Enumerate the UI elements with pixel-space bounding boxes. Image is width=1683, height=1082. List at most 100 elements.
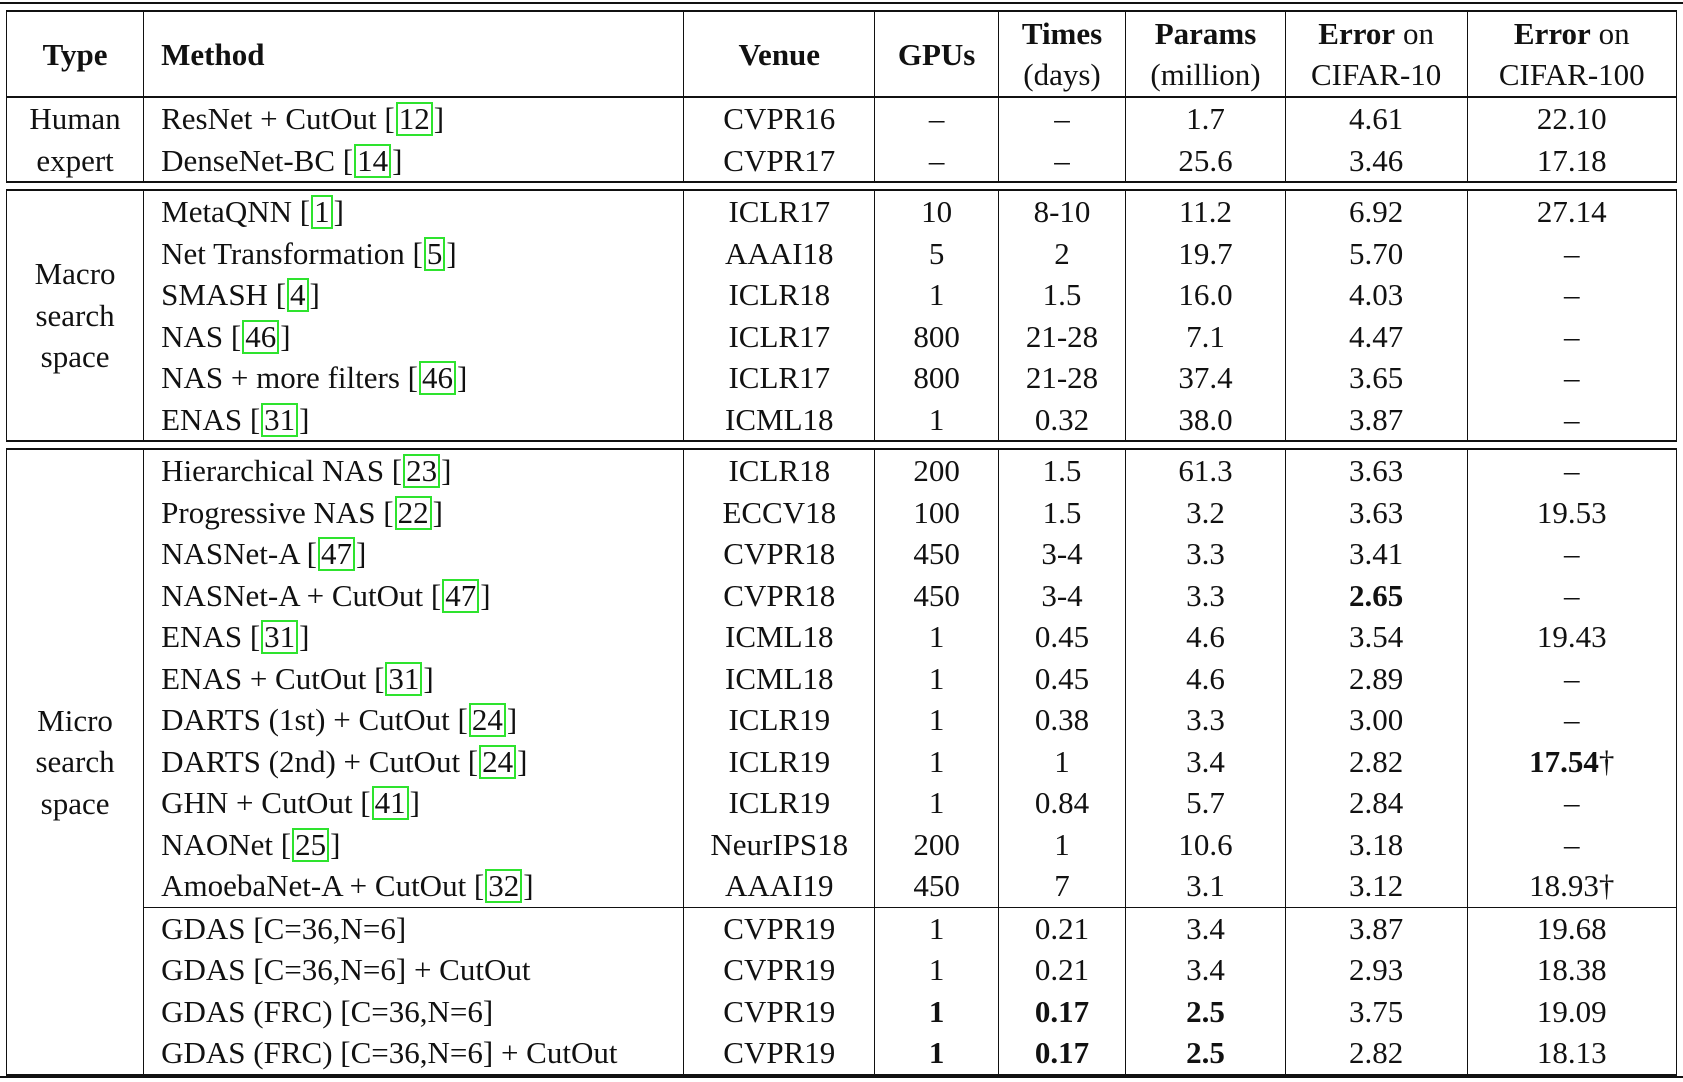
header-row: Type Method Venue GPUs Times (days) Para… [5,10,1677,98]
citation-link[interactable]: 23 [403,454,441,488]
venue-value: ICML18 [725,660,834,696]
venue-value: CVPR19 [723,1035,836,1070]
gpus-value: 1 [928,785,945,820]
params-cell: 5.7 [1125,782,1286,824]
times-value: 8-10 [1033,194,1091,229]
err100-cell: 19.09 [1466,990,1677,1032]
gpus-value: 1 [928,277,945,312]
header-times-line2: (days) [1023,57,1101,92]
err10-value: 3.63 [1348,494,1404,530]
citation-link[interactable]: 31 [385,661,423,696]
venue-value: ICLR17 [728,194,831,229]
venue-value: NeurIPS18 [710,826,849,862]
err100-cell: 18.93† [1466,865,1677,907]
citation-link[interactable]: 14 [354,143,392,178]
venue-cell: CVPR18 [683,533,876,575]
citation-link[interactable]: 5 [423,236,446,271]
method-cell: ENAS [31] [143,616,685,658]
citation-link[interactable]: 46 [242,319,280,354]
venue-cell: ICLR18 [683,274,876,316]
err100-cell: – [1466,357,1677,399]
method-cell: GDAS [C=36,N=6] [143,906,685,949]
citation-link[interactable]: 46 [418,361,456,395]
gpus-cell: 800 [874,357,999,399]
type-label-line: space [40,785,110,821]
header-error-cifar10: Error on CIFAR-10 [1284,10,1468,98]
citation-bracket: ] [506,702,518,737]
citation-link[interactable]: 1 [311,195,333,229]
err100-cell: – [1466,574,1677,616]
citation-bracket: ] [517,743,528,779]
citation-link[interactable]: 41 [371,786,409,820]
citation-link[interactable]: 47 [317,537,355,571]
gpus-cell: 1 [874,949,999,991]
citation-link[interactable]: 4 [287,278,309,312]
times-value: 2 [1054,235,1070,271]
citation-link[interactable]: 24 [468,703,506,737]
err10-cell: 2.82 [1284,1032,1468,1076]
err10-value: 2.93 [1348,952,1404,987]
times-value: 21-28 [1025,318,1099,354]
method-name: NASNet-A + CutOut [ [161,577,442,613]
params-value: 4.6 [1186,660,1225,696]
venue-value: ICLR18 [728,453,831,488]
method-cell: GDAS (FRC) [C=36,N=6] [143,990,685,1032]
method-cell: GHN + CutOut [41] [143,782,685,824]
times-value: 0.84 [1034,785,1090,820]
venue-cell: CVPR19 [683,906,876,949]
gpus-cell: 1 [874,1032,999,1076]
gpus-cell: 200 [874,823,999,865]
venue-value: ICLR19 [728,702,831,737]
gpus-cell: 5 [874,232,999,274]
venue-value: CVPR17 [723,142,836,178]
gpus-cell: 1 [874,657,999,699]
venue-value: ICLR17 [728,360,831,395]
method-name: AmoebaNet-A + CutOut [ [161,868,485,903]
gpus-cell: 1 [874,990,999,1032]
citation-bracket: ] [299,619,310,654]
err10-cell: 3.63 [1284,491,1468,533]
citation-link[interactable]: 22 [394,495,432,530]
citation-bracket: ] [280,318,291,354]
err10-value: 3.63 [1348,453,1404,488]
type-label-line: space [40,339,110,375]
err10-cell: 3.54 [1284,616,1468,658]
venue-cell: CVPR19 [683,1032,876,1076]
header-error-word: Error [1513,16,1591,51]
citation-link[interactable]: 31 [261,402,299,437]
params-value: 3.4 [1186,952,1225,987]
params-cell: 3.3 [1125,533,1286,575]
gpus-cell: 450 [874,865,999,907]
method-cell: GDAS (FRC) [C=36,N=6] + CutOut [143,1032,685,1076]
method-cell: AmoebaNet-A + CutOut [32] [143,865,685,907]
gpus-cell: 800 [874,315,999,357]
table-header: Type Method Venue GPUs Times (days) Para… [5,10,1677,98]
method-cell: MetaQNN [1] [143,189,685,233]
params-cell: 3.4 [1125,740,1286,782]
times-cell: 8-10 [997,189,1127,233]
method-name: GDAS (FRC) [C=36,N=6] [161,993,494,1029]
top-rule [0,2,1683,4]
citation-link[interactable]: 47 [442,578,480,613]
venue-value: ICLR17 [728,318,831,354]
gpus-cell: – [874,96,999,140]
err10-value: 3.87 [1348,910,1404,946]
citation-link[interactable]: 12 [395,102,433,136]
table-row: Macro search space MetaQNN [1] ICLR17 10 8-10 1… [5,189,1677,442]
citation-link[interactable]: 31 [261,620,299,654]
citation-link[interactable]: 25 [292,827,330,862]
times-cell: 1 [997,740,1127,782]
times-cell: 0.45 [997,657,1127,699]
params-cell: 3.1 [1125,865,1286,907]
times-value: 1.5 [1042,277,1082,312]
params-value: 37.4 [1178,360,1233,395]
citation-link[interactable]: 32 [485,869,523,903]
err10-cell: 2.93 [1284,949,1468,991]
citation-link[interactable]: 24 [479,744,517,779]
gpus-cell: 10 [874,189,999,233]
gpus-cell: – [874,139,999,183]
err10-cell: 3.18 [1284,823,1468,865]
venue-cell: AAAI19 [683,865,876,907]
table-body: Human expert ResNet + CutOut [12] CVPR16– –1… [5,96,1677,1076]
